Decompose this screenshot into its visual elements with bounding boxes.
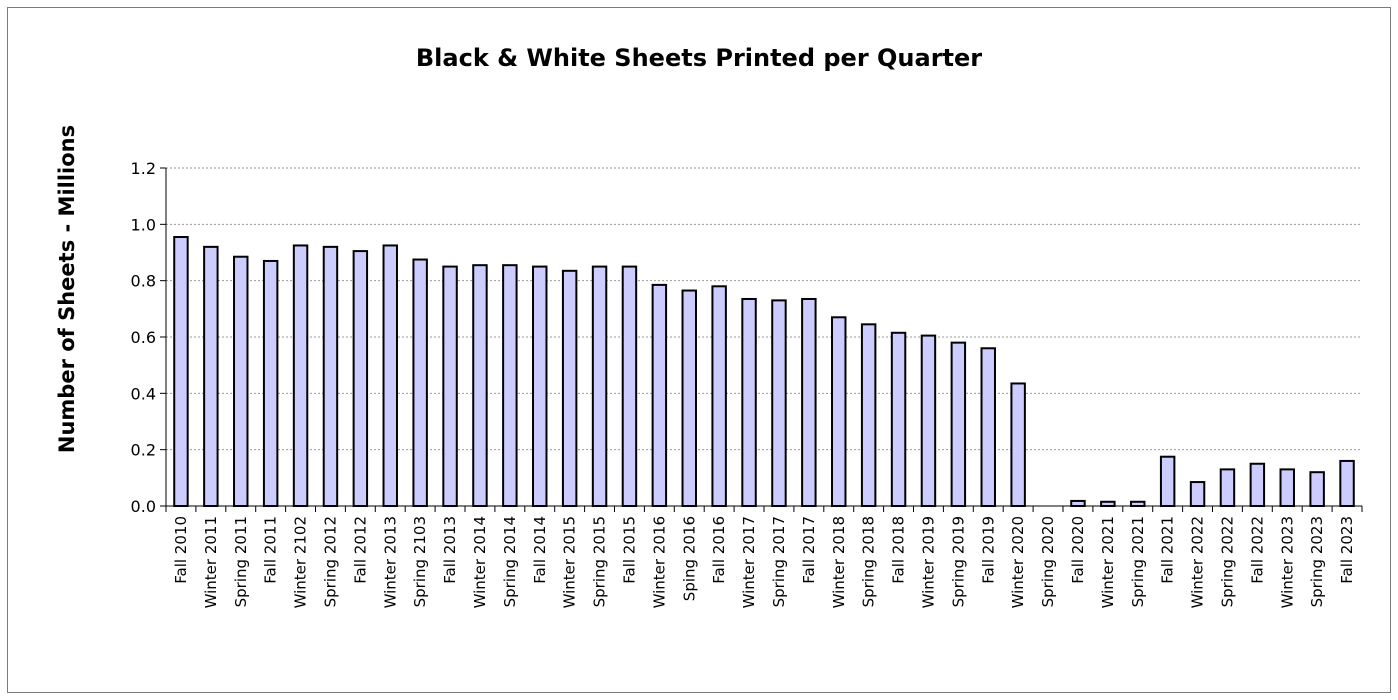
- axes: [160, 167, 1363, 512]
- bar: [442, 265, 458, 508]
- bar: [890, 331, 907, 507]
- bar: [262, 259, 279, 508]
- bar: [860, 323, 877, 508]
- bar: [621, 265, 638, 508]
- x-tick-label: Spring 2019: [949, 516, 967, 607]
- x-tick-label: Spring 2015: [591, 516, 609, 607]
- bar: [292, 244, 309, 507]
- bar: [233, 255, 249, 507]
- bar: [1070, 499, 1086, 507]
- y-tick-labels: 0.0 0.2 0.4 0.6 0.8 1.0 1.2: [131, 159, 156, 516]
- x-tick-label: Winter 2016: [650, 516, 668, 608]
- x-tick-label: Fall 2019: [979, 516, 997, 584]
- x-tick-label: Fall 2022: [1248, 516, 1266, 584]
- bar: [173, 236, 189, 507]
- bars: [173, 236, 1355, 508]
- x-tick-label: Sping 2016: [680, 516, 698, 601]
- x-tick-label: Spring 2017: [770, 516, 788, 607]
- x-tick-label: Winter 2022: [1189, 516, 1207, 608]
- bar: [1159, 455, 1176, 508]
- x-tick-label: Spring 2023: [1308, 516, 1326, 607]
- bar: [801, 297, 817, 507]
- gridlines: [166, 167, 1362, 451]
- bar: [1189, 481, 1206, 507]
- x-tick-label: Winter 2014: [471, 516, 489, 608]
- bar: [1279, 468, 1295, 507]
- x-tick-label: Winter 2023: [1278, 516, 1296, 608]
- x-tick-label: Winter 2015: [561, 516, 579, 608]
- x-tick-label: Spring 2020: [1039, 516, 1057, 607]
- bar: [771, 299, 787, 507]
- x-tick-label: Fall 2010: [172, 516, 190, 584]
- bar: [561, 269, 578, 507]
- bar: [412, 258, 428, 507]
- x-tick-label: Spring 2011: [232, 516, 250, 607]
- x-tick-label: Winter 2019: [919, 516, 937, 608]
- bar: [920, 334, 937, 508]
- x-tick-label: Fall 2016: [710, 516, 728, 584]
- bar: [1339, 459, 1355, 507]
- x-tick-label: Spring 2018: [860, 516, 878, 607]
- x-tick-label: Fall 2015: [620, 516, 638, 584]
- bar: [532, 265, 548, 508]
- x-tick-label: Spring 2022: [1218, 516, 1236, 607]
- bar: [741, 297, 757, 507]
- bar: [1219, 468, 1236, 507]
- bar: [502, 264, 518, 507]
- bar: [831, 316, 847, 507]
- bar: [1130, 500, 1146, 507]
- x-tick-label: Winter 2011: [202, 516, 220, 608]
- bar: [681, 289, 697, 507]
- bar: [1100, 500, 1116, 507]
- x-tick-label: Fall 2023: [1338, 516, 1356, 584]
- y-tick-label: 0.2: [131, 441, 156, 460]
- x-tick-label: Spring 2012: [321, 516, 339, 607]
- y-tick-label: 1.0: [131, 215, 156, 234]
- y-tick-label: 0.6: [131, 328, 156, 347]
- bar: [203, 245, 219, 507]
- chart-title: Black & White Sheets Printed per Quarter: [415, 44, 983, 72]
- bar: [1249, 462, 1266, 507]
- y-tick-label: 0.4: [131, 384, 156, 403]
- x-tick-label: Winter 2020: [1009, 516, 1027, 608]
- x-tick-label: Winter 2017: [740, 516, 758, 608]
- x-tick-label: Fall 2013: [441, 516, 459, 584]
- bar: [950, 341, 967, 507]
- bar: [322, 245, 339, 507]
- x-tick-label: Fall 2011: [262, 516, 280, 584]
- x-tick-label: Winter 2018: [830, 516, 848, 608]
- bar: [472, 264, 488, 507]
- x-tick-label: Spring 2103: [411, 516, 429, 607]
- x-tick-labels: Fall 2010 Winter 2011 Spring 2011 Fall 2011…: [172, 516, 1356, 608]
- x-tick-label: Fall 2014: [531, 516, 549, 584]
- bar: [591, 265, 608, 508]
- x-tick-label: Spring 2014: [501, 516, 519, 607]
- y-tick-label: 0.0: [131, 497, 156, 516]
- x-tick-label: Winter 2021: [1099, 516, 1117, 608]
- bar: [651, 283, 668, 507]
- bar: [711, 285, 727, 507]
- bar: [382, 244, 398, 507]
- x-tick-label: Winter 2102: [292, 516, 310, 608]
- y-tick-label: 0.8: [131, 272, 156, 291]
- bar: [352, 250, 369, 507]
- y-tick-label: 1.2: [131, 159, 156, 178]
- bar: [1309, 471, 1325, 508]
- x-tick-label: Fall 2020: [1069, 516, 1087, 584]
- x-tick-label: Fall 2021: [1159, 516, 1177, 584]
- bar: [980, 347, 996, 507]
- bar: [1010, 382, 1026, 508]
- x-tick-label: Fall 2017: [800, 516, 818, 584]
- x-tick-label: Winter 2013: [381, 516, 399, 608]
- x-tick-label: Fall 2018: [890, 516, 908, 584]
- x-tick-label: Fall 2012: [351, 516, 369, 584]
- x-tick-label: Spring 2021: [1129, 516, 1147, 607]
